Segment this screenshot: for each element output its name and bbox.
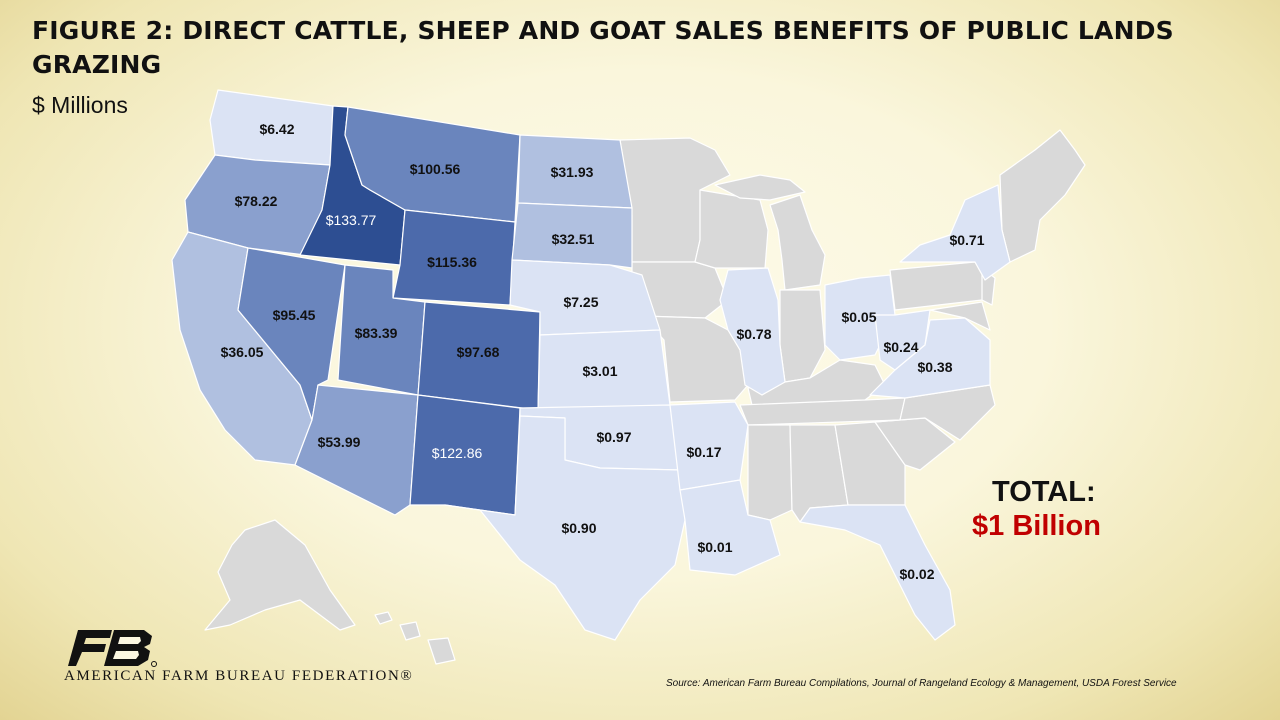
state-new-england — [999, 129, 1086, 263]
state-md — [929, 301, 991, 331]
state-fl — [799, 504, 956, 641]
figure-subtitle: $ Millions — [32, 92, 128, 118]
value-label-fl: $0.02 — [899, 566, 934, 582]
value-label-nv: $95.45 — [273, 307, 316, 323]
state-ga — [834, 421, 906, 506]
state-wy — [392, 209, 516, 306]
value-label-il: $0.78 — [736, 326, 771, 342]
state-in — [779, 289, 826, 383]
state-pa — [889, 261, 986, 311]
state-la — [679, 479, 781, 576]
value-label-oh: $0.05 — [841, 309, 876, 325]
value-label-ca: $36.05 — [221, 344, 264, 360]
state-ar — [669, 401, 749, 491]
state-mi — [769, 194, 826, 291]
value-label-ut: $83.39 — [355, 325, 398, 341]
state-hi — [374, 611, 456, 665]
state-ak — [204, 519, 356, 631]
state-nc — [874, 384, 996, 441]
value-label-ne: $7.25 — [563, 294, 598, 310]
value-label-wy: $115.36 — [427, 254, 477, 270]
value-label-wa: $6.42 — [259, 121, 294, 137]
value-label-sd: $32.51 — [552, 231, 595, 247]
state-ny — [899, 184, 1011, 281]
value-label-va: $0.38 — [917, 359, 952, 375]
value-label-tx: $0.90 — [561, 520, 596, 536]
state-il — [719, 267, 786, 396]
total-value: $1 Billion — [972, 510, 1101, 542]
total-label: TOTAL: — [992, 476, 1096, 508]
value-label-nd: $31.93 — [551, 164, 594, 180]
value-label-ok: $0.97 — [596, 429, 631, 445]
value-label-mt: $100.56 — [410, 161, 461, 177]
value-label-ks: $3.01 — [582, 363, 617, 379]
value-label-ny: $0.71 — [949, 232, 984, 248]
state-ms — [747, 424, 793, 521]
value-label-wv: $0.24 — [883, 339, 918, 355]
figure-title: FIGURE 2: DIRECT CATTLE, SHEEP AND GOAT … — [32, 16, 1174, 79]
state-sd — [511, 202, 633, 269]
value-label-co: $97.68 — [457, 344, 500, 360]
value-label-id: $133.77 — [326, 212, 377, 228]
value-label-nm: $122.86 — [432, 445, 483, 461]
state-mi-up — [714, 174, 806, 201]
state-va — [869, 317, 991, 399]
value-label-az: $53.99 — [318, 434, 361, 450]
farm-bureau-logo-icon — [68, 630, 157, 667]
state-wi — [694, 189, 769, 269]
value-label-ar: $0.17 — [686, 444, 721, 460]
organization-name: AMERICAN FARM BUREAU FEDERATION® — [64, 668, 414, 684]
state-tx — [444, 415, 686, 641]
source-note: Source: American Farm Bureau Compilation… — [666, 678, 1177, 689]
value-label-or: $78.22 — [235, 193, 278, 209]
value-label-la: $0.01 — [697, 539, 732, 555]
